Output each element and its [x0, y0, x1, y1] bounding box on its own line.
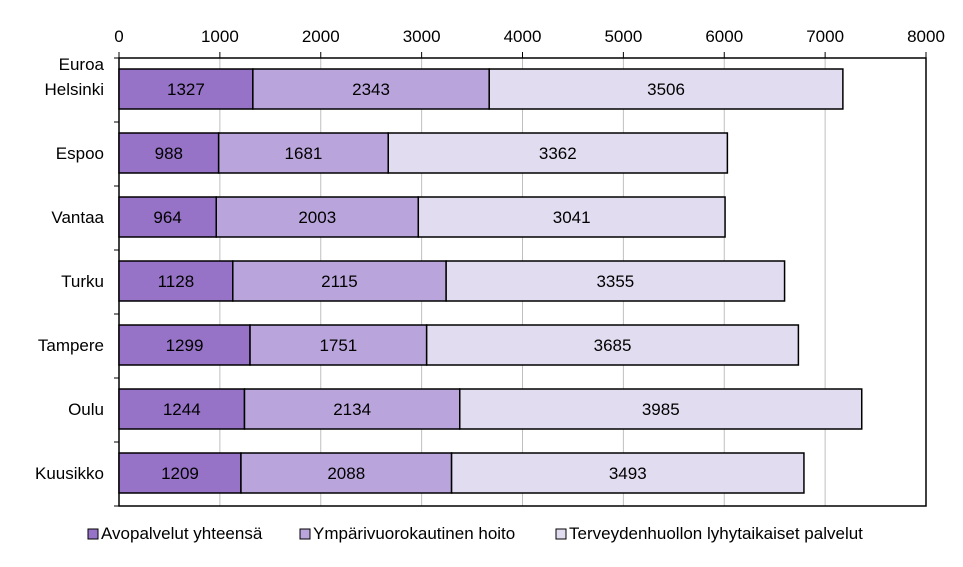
- bar-segment: [459, 388, 863, 430]
- x-axis-ticks: 0 1000 2000 3000 4000 5000 6000 7000 8000: [114, 27, 945, 58]
- bar-segment: [387, 132, 729, 174]
- bar-value-label: 1244: [163, 400, 201, 419]
- x-tick-label: 7000: [806, 27, 844, 46]
- category-label: Vantaa: [51, 208, 104, 227]
- bar-segment: [217, 132, 389, 174]
- bar-segment: [118, 196, 217, 238]
- legend-entry: Avopalvelut yhteensä: [101, 524, 263, 543]
- bar-segment: [215, 196, 420, 238]
- x-tick-label: 5000: [604, 27, 642, 46]
- x-tick-label: 0: [114, 27, 123, 46]
- bar-value-label: 3985: [642, 400, 680, 419]
- bar-value-label: 1681: [285, 144, 323, 163]
- bar-segment: [118, 452, 242, 494]
- bar-value-label: 1751: [319, 336, 357, 355]
- x-tick-label: 3000: [403, 27, 441, 46]
- bar-segment: [417, 196, 726, 238]
- bar-value-label: 3506: [647, 80, 685, 99]
- category-label: Tampere: [38, 336, 104, 355]
- category-label: Turku: [61, 272, 104, 291]
- x-tick-label: 1000: [201, 27, 239, 46]
- legend-swatch: [87, 528, 99, 540]
- bar-value-label: 2115: [321, 272, 358, 291]
- bar-segment: [252, 68, 490, 110]
- bar-segment: [425, 324, 800, 366]
- bar-value-label: 2343: [352, 80, 390, 99]
- bar-value-label: 3355: [596, 272, 634, 291]
- category-label: Helsinki: [44, 80, 104, 99]
- legend-swatch: [299, 528, 311, 540]
- bar-segment: [488, 68, 844, 110]
- bar-value-label: 964: [153, 208, 181, 227]
- bar-value-label: 3493: [609, 464, 647, 483]
- category-label: Espoo: [56, 144, 104, 163]
- legend: Avopalvelut yhteensä Ympärivuorokautinen …: [87, 524, 863, 543]
- x-tick-label: 6000: [705, 27, 743, 46]
- y-axis-ticks: [114, 57, 119, 507]
- legend-swatch: [555, 528, 567, 540]
- bar-segment: [232, 260, 447, 302]
- unit-label: Euroa: [59, 55, 105, 74]
- legend-entry: Terveydenhuollon lyhytaikaiset palvelut: [569, 524, 863, 543]
- bar-segment: [118, 388, 246, 430]
- x-tick-label: 2000: [302, 27, 340, 46]
- bar-value-label: 2003: [298, 208, 336, 227]
- bar-segment: [450, 452, 805, 494]
- bar-value-label: 1299: [166, 336, 204, 355]
- bar-value-label: 3041: [553, 208, 591, 227]
- category-label: Kuusikko: [35, 464, 104, 483]
- bar-value-label: 1209: [161, 464, 199, 483]
- x-tick-label: 4000: [504, 27, 542, 46]
- bar-value-label: 3362: [539, 144, 577, 163]
- category-labels: Helsinki Espoo Vantaa Turku Tampere Oulu Kuusi…: [35, 80, 105, 483]
- bar-value-label: 988: [155, 144, 183, 163]
- bar-segment: [118, 132, 220, 174]
- bar-segment: [445, 260, 786, 302]
- bar-value-label: 3685: [594, 336, 632, 355]
- bar-segment: [249, 324, 428, 366]
- bar-value-label: 2134: [333, 400, 371, 419]
- bar-value-label: 1128: [158, 272, 195, 291]
- x-tick-label: 8000: [907, 27, 945, 46]
- bar-segment: [240, 452, 453, 494]
- bar-value-label: 2088: [327, 464, 365, 483]
- bar-segment: [118, 260, 234, 302]
- bar-segment: [118, 324, 251, 366]
- legend-entry: Ympärivuorokautinen hoito: [313, 524, 515, 543]
- bar-value-label: 1327: [167, 80, 205, 99]
- category-label: Oulu: [68, 400, 104, 419]
- bars: 1327 2343 3506 988 1681 3362 964 2003 3041 1128 21…: [118, 68, 863, 494]
